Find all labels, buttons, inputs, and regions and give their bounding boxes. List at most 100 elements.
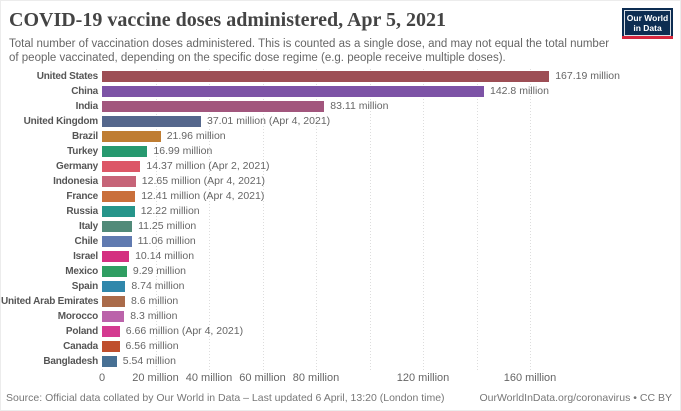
value-label: 9.29 million	[132, 265, 187, 278]
value-label: 12.41 million (Apr 4, 2021)	[141, 190, 265, 203]
country-label[interactable]: United Arab Emirates	[1, 295, 99, 307]
country-label[interactable]: Chile	[74, 235, 99, 247]
country-label[interactable]: Turkey	[67, 145, 98, 157]
value-label: 8.74 million	[131, 280, 185, 293]
bar-row: United States 167.19 million	[1, 69, 680, 84]
bar[interactable]	[102, 325, 120, 337]
value-label: 21.96 million	[166, 130, 226, 143]
x-axis: 0 20 million 40 million 60 million 80 millio…	[98, 369, 680, 386]
value-label: 8.3 million	[130, 310, 178, 323]
bar-row: Bangladesh 5.54 million	[1, 354, 680, 369]
x-axis-tick-label: 120 million	[396, 371, 450, 384]
bar-row: Chile 11.06 million	[1, 234, 680, 249]
owid-logo-box: Our World in Data	[622, 8, 673, 39]
x-axis-tick-label: 60 million	[239, 371, 286, 384]
bar[interactable]	[102, 265, 127, 277]
country-label[interactable]: France	[66, 190, 98, 202]
bar-row: Spain 8.74 million	[1, 279, 680, 294]
bar-chart: United States 167.19 million China 142.8 mi…	[1, 68, 680, 386]
value-label: 6.66 million (Apr 4, 2021)	[125, 325, 244, 338]
bar-row: Brazil 21.96 million	[1, 129, 680, 144]
owid-logo[interactable]: Our World in Data	[622, 8, 673, 39]
x-axis-tick-label: 0	[98, 371, 106, 384]
bar-row: Russia 12.22 million	[1, 204, 680, 219]
bar[interactable]	[102, 175, 136, 187]
value-label: 37.01 million (Apr 4, 2021)	[207, 115, 331, 128]
bar-row: Italy 11.25 million	[1, 219, 680, 234]
bar-row: Indonesia 12.65 million (Apr 4, 2021)	[1, 174, 680, 189]
country-label[interactable]: Indonesia	[53, 175, 98, 187]
country-label[interactable]: Bangladesh	[43, 355, 98, 367]
value-label: 12.22 million	[140, 205, 200, 218]
value-label: 5.54 million	[122, 355, 176, 368]
country-label[interactable]: China	[71, 85, 98, 97]
bar[interactable]	[102, 130, 161, 142]
country-label[interactable]: Poland	[65, 325, 98, 337]
bar[interactable]	[102, 280, 126, 292]
bar-row: Poland 6.66 million (Apr 4, 2021)	[1, 324, 680, 339]
bar[interactable]	[102, 115, 201, 127]
owid-link[interactable]: OurWorldInData.org/coronavirus • CC BY	[479, 392, 672, 404]
bar-row: United Arab Emirates 8.6 million	[1, 294, 680, 309]
bar-row: Mexico 9.29 million	[1, 264, 680, 279]
bar[interactable]	[102, 160, 141, 172]
bar-row: India 83.11 million	[1, 99, 680, 114]
bar-row: Canada 6.56 million	[1, 339, 680, 354]
source-note: Source: Official data collated by Our Wo…	[6, 392, 445, 404]
x-axis-tick-label: 20 million	[132, 371, 179, 384]
bar-row: Morocco 8.3 million	[1, 309, 680, 324]
country-label[interactable]: United States	[36, 70, 99, 82]
country-label[interactable]: Morocco	[57, 310, 98, 322]
owid-logo-text-line1: Our World	[626, 13, 669, 23]
bar[interactable]	[102, 250, 130, 262]
x-axis-tick-label: 160 million	[503, 371, 557, 384]
country-label[interactable]: Russia	[66, 205, 98, 217]
bar[interactable]	[102, 340, 120, 352]
country-label[interactable]: United Kingdom	[23, 115, 99, 127]
value-label: 16.99 million	[153, 145, 213, 158]
country-label[interactable]: Israel	[73, 250, 98, 262]
owid-logo-text-line2: in Data	[633, 23, 662, 33]
page-title: COVID-19 vaccine doses administered, Apr…	[9, 9, 447, 31]
value-label: 10.14 million	[135, 250, 195, 263]
country-label[interactable]: India	[75, 100, 99, 112]
value-label: 167.19 million	[555, 70, 620, 83]
bar-row: United Kingdom 37.01 million (Apr 4, 2021…	[1, 114, 680, 129]
x-axis-tick-label: 40 million	[185, 371, 233, 384]
bar-row: Turkey 16.99 million	[1, 144, 680, 159]
country-label[interactable]: Italy	[78, 220, 98, 232]
chart-footer: Source: Official data collated by Our Wo…	[1, 392, 680, 404]
x-axis-tick-label: 80 million	[292, 371, 340, 384]
value-label: 8.6 million	[131, 295, 179, 308]
owid-logo-frame: Our World in Data	[624, 10, 671, 36]
bar-row: China 142.8 million	[1, 84, 680, 99]
bar[interactable]	[102, 100, 325, 112]
value-label: 142.8 million	[490, 85, 549, 98]
bar[interactable]	[102, 70, 550, 82]
value-label: 11.25 million	[138, 220, 197, 233]
chart-subtitle: Total number of vaccination doses admini…	[9, 38, 610, 65]
bar[interactable]	[102, 205, 135, 217]
bar-row: France 12.41 million (Apr 4, 2021)	[1, 189, 680, 204]
bar[interactable]	[102, 355, 117, 367]
chart-header: COVID-19 vaccine doses administered, Apr…	[1, 1, 680, 66]
country-label[interactable]: Spain	[71, 280, 98, 292]
country-label[interactable]: Brazil	[71, 130, 98, 142]
value-label: 83.11 million	[330, 100, 389, 113]
country-label[interactable]: Canada	[63, 340, 98, 352]
bar[interactable]	[102, 220, 133, 232]
bar[interactable]	[102, 190, 136, 202]
bar-row: Germany 14.37 million (Apr 2, 2021)	[1, 159, 680, 174]
value-label: 12.65 million (Apr 4, 2021)	[141, 175, 265, 188]
bar[interactable]	[102, 85, 484, 97]
value-label: 14.37 million (Apr 2, 2021)	[146, 160, 270, 173]
bar[interactable]	[102, 295, 125, 307]
bar[interactable]	[102, 310, 125, 322]
owid-logo-red-stripe	[622, 36, 673, 39]
bar[interactable]	[102, 145, 148, 157]
value-label: 6.56 million	[125, 340, 179, 353]
country-label[interactable]: Mexico	[65, 265, 98, 277]
country-label[interactable]: Germany	[56, 160, 98, 172]
bar[interactable]	[102, 235, 132, 247]
